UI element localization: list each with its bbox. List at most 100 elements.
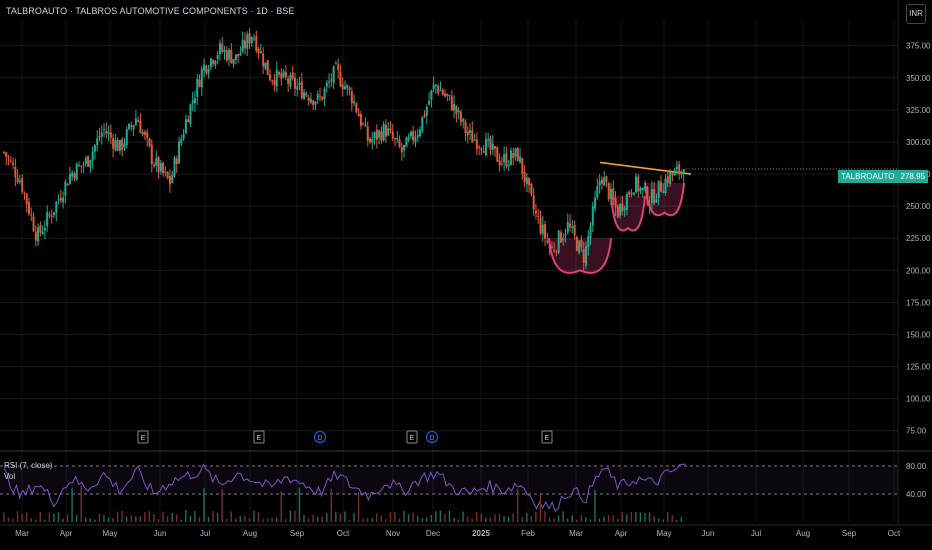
candle-body [193,98,196,104]
candle-body [109,132,112,138]
candle-body [125,129,128,145]
candle-body [209,58,212,68]
candle-body [644,185,647,190]
candle-body [189,104,192,125]
y-tick-label: 300.00 [906,138,931,147]
candle-body [355,103,358,113]
volume-bar [344,511,346,522]
candle-body [273,80,276,86]
candle-body [28,202,31,214]
candle-body [264,62,267,69]
candle-body [523,172,526,183]
volume-bar [244,515,246,522]
candle-body [114,140,117,151]
candle-body [314,101,317,105]
candle-body [184,119,187,134]
y-tick-label: 250.00 [906,202,931,211]
candle-body [555,251,558,253]
volume-bar [280,491,282,522]
candle-body [241,39,244,52]
candle-body [112,138,115,149]
candle-body [34,231,37,241]
volume-bar [262,519,264,522]
candle-body [150,144,153,164]
candle-body [293,77,296,89]
volume-bar [198,517,201,522]
candle-body [669,172,672,185]
candle-body [494,146,497,149]
candle-body [391,131,394,139]
volume-bar [289,510,292,522]
volume-bar [230,511,232,522]
volume-bar [116,511,119,522]
candle-body [384,124,387,137]
volume-bar [612,515,614,522]
volume-bar [657,518,660,522]
candle-body [196,78,199,97]
candle-body [275,69,278,87]
candle-body [396,138,399,140]
volume-bar [439,510,442,522]
candle-body [564,234,567,236]
candle-body [409,131,412,137]
volume-bar [157,519,160,522]
cup-pattern-fill [549,238,611,273]
volume-bar [94,519,96,522]
volume-bar [312,514,314,522]
candle-body [416,134,419,138]
volume-bar [330,488,332,522]
volume-bar [66,514,69,522]
y-tick-label: 75.00 [906,427,927,436]
earnings-marker-label: E [410,435,415,442]
candle-body [457,110,460,113]
candle-body [228,49,231,60]
candle-body [137,119,140,123]
candle-body [155,157,158,166]
x-tick-label: May [656,529,671,538]
candle-body [505,153,508,167]
candle-body [332,66,335,84]
candle-body [107,132,110,135]
candle-body [573,224,576,236]
y-tick-label: 150.00 [906,330,931,339]
candle-body [541,224,544,235]
volume-bar [257,512,260,522]
rsi-tick-label: 80.00 [906,462,927,471]
volume-bar [135,516,137,522]
volume-bar [144,512,146,522]
y-tick-label: 225.00 [906,234,931,243]
x-tick-label: Oct [337,529,350,538]
candle-body [303,92,306,99]
candle-body [223,50,226,52]
volume-bar [630,511,633,522]
currency-button[interactable]: INR [906,4,926,24]
y-tick-label: 175.00 [906,298,931,307]
candle-body [639,187,642,192]
candle-body [37,227,40,242]
candle-body [330,79,333,81]
volume-bar [71,487,73,522]
candle-body [614,197,617,208]
candle-body [318,95,321,97]
volume-label: Vol [4,472,16,481]
volume-bar [235,518,237,522]
candle-body [412,130,415,141]
volume-bar [75,515,78,522]
volume-bar [566,518,569,522]
candle-body [243,40,246,49]
candle-body [25,193,28,205]
candles [3,27,898,272]
volume-bar [298,487,301,522]
volume-bar [371,517,373,522]
volume-bar [162,511,164,522]
candle-body [148,138,151,146]
candle-body [655,199,658,203]
candle-body [207,69,210,74]
volume-bar [607,515,610,522]
volume-bar [16,511,19,522]
volume-bar [398,518,401,522]
volume-bar [266,518,269,522]
candle-body [12,162,15,165]
